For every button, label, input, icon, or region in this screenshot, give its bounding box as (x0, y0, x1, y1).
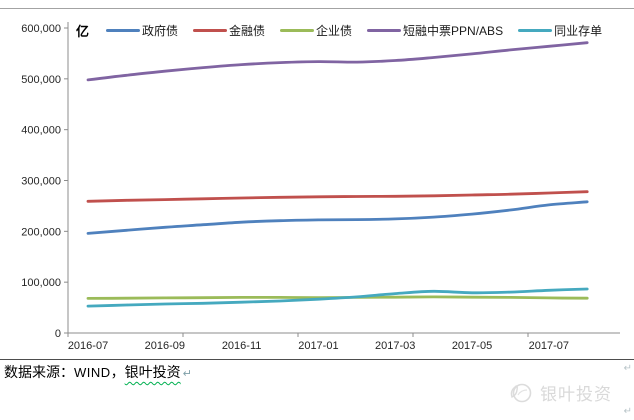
data-source-line: 数据来源：WIND，银叶投资↵ (4, 362, 192, 382)
y-tick-label: 100,000 (21, 277, 61, 289)
source-prefix: 数据来源： (4, 364, 74, 380)
x-tick-label: 2017-05 (452, 340, 492, 352)
series-line-0 (88, 202, 587, 234)
y-tick-label: 200,000 (21, 226, 61, 238)
source-separator: ， (111, 364, 125, 380)
watermark: 银叶投资 (508, 380, 612, 405)
x-tick-label: 2016-09 (145, 340, 185, 352)
y-tick-label: 0 (55, 328, 61, 340)
paragraph-mark-icon: ↵ (624, 363, 632, 374)
series-line-3 (88, 43, 587, 80)
chart-bottom-divider (0, 359, 634, 360)
x-tick-label: 2017-07 (529, 340, 569, 352)
y-tick-label: 500,000 (21, 74, 61, 86)
yinye-logo-icon (508, 381, 534, 405)
x-tick-label: 2017-01 (298, 340, 338, 352)
article-page: 亿 政府债金融债企业债短融中票PPN/ABS同业存单 600,000500,00… (0, 0, 634, 420)
y-tick-label: 600,000 (21, 23, 61, 35)
y-tick-label: 300,000 (21, 176, 61, 188)
line-chart: 600,000 500,000 400,000 300,000 200,000 100,0… (0, 0, 634, 420)
paragraph-mark-icon: ↵ (183, 368, 192, 380)
watermark-text: 银叶投资 (540, 380, 612, 405)
x-tick-label: 2016-07 (68, 340, 108, 352)
y-tick-label: 400,000 (21, 125, 61, 137)
series-line-1 (88, 192, 587, 202)
paragraph-mark-icon: ↵ (624, 406, 632, 417)
source-org: 银叶投资 (125, 364, 181, 380)
x-tick-label: 2017-03 (375, 340, 415, 352)
source-wind: WIND (74, 365, 111, 380)
x-tick-label: 2016-11 (222, 340, 262, 352)
